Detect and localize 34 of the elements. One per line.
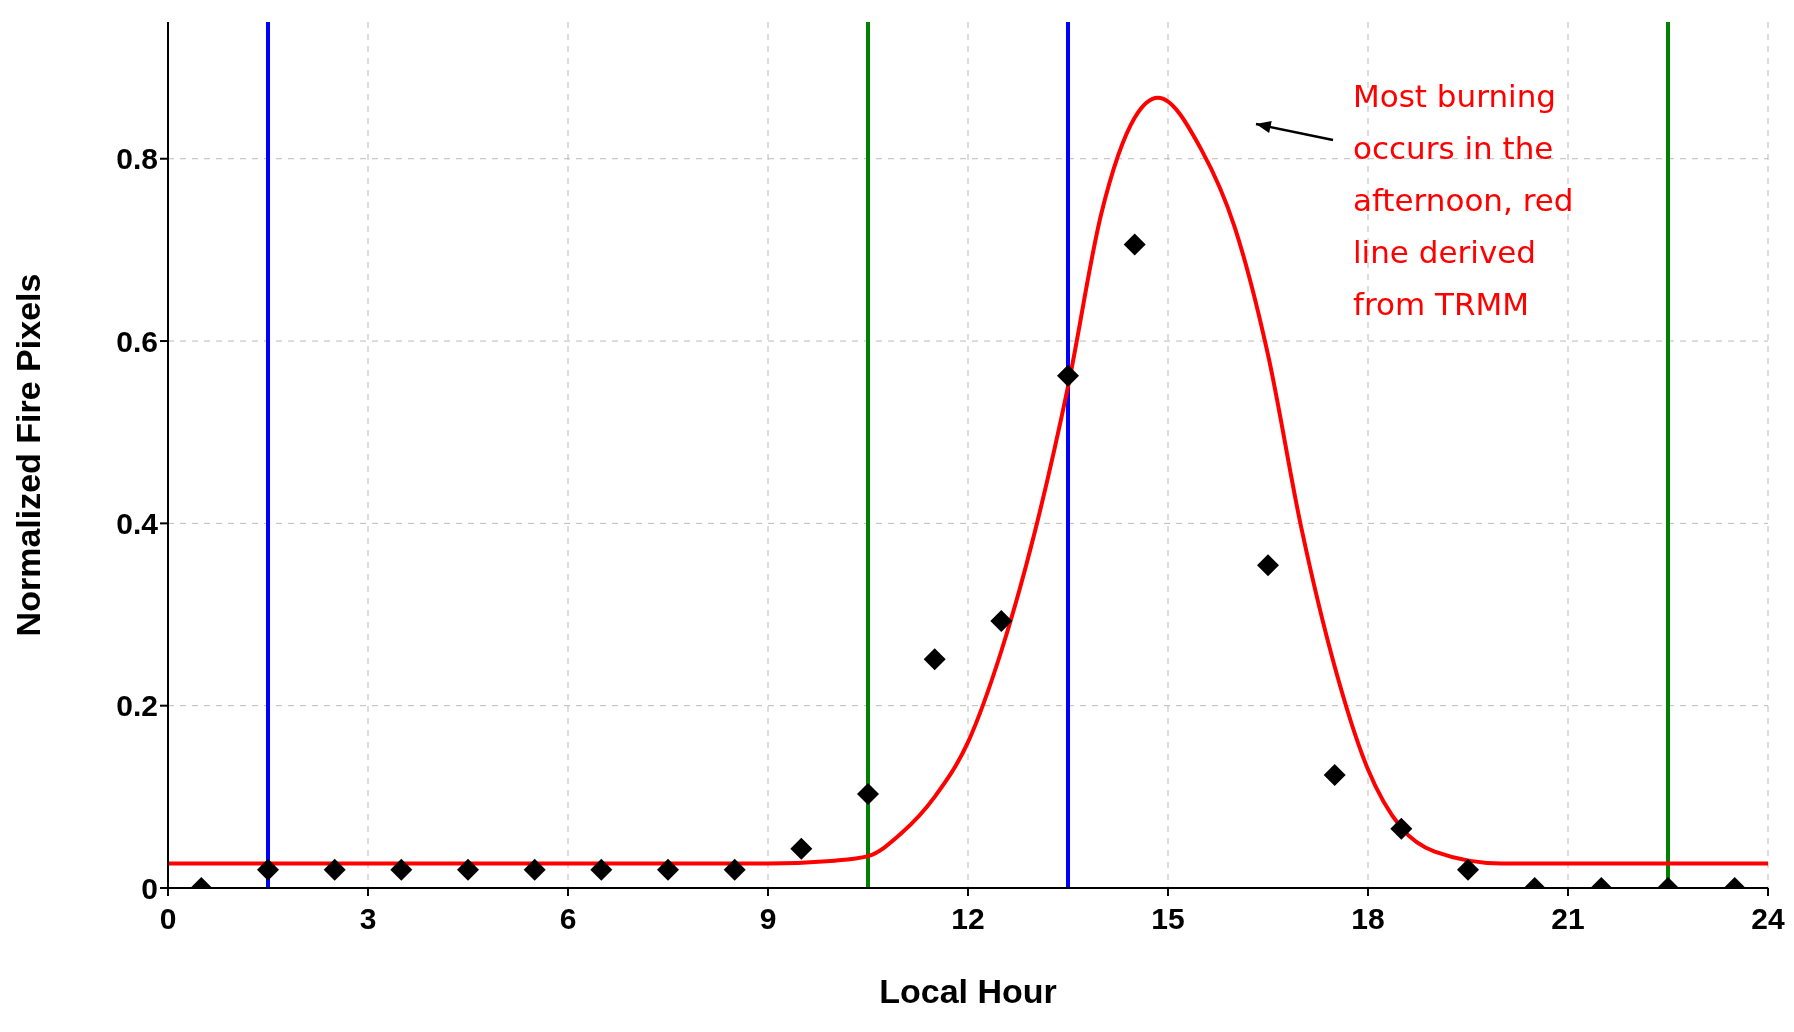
x-tick-label: 24 — [1751, 902, 1785, 936]
point — [323, 858, 346, 881]
point — [590, 858, 613, 881]
annotation: Most burning occurs in the afternoon, red line derived from TRMM — [1353, 77, 1575, 324]
point — [1257, 554, 1279, 577]
point — [390, 858, 413, 881]
x-tick-label: 3 — [359, 902, 377, 936]
x-tick-label: 6 — [559, 902, 577, 936]
point — [723, 858, 746, 881]
x-tick-label: 9 — [759, 902, 777, 936]
point — [1457, 858, 1479, 881]
x-axis-title: Local Hour — [879, 972, 1057, 1010]
y-tick-label: 0.8 — [116, 142, 158, 176]
y-tick-label: 0.4 — [116, 507, 159, 541]
point — [1323, 763, 1346, 786]
x-tick-label: 21 — [1551, 902, 1585, 936]
point — [457, 858, 479, 881]
point — [857, 783, 879, 806]
y-tick-label: 0.6 — [116, 324, 158, 358]
x-tick-label: 18 — [1351, 902, 1385, 936]
point — [1057, 364, 1079, 387]
x-tick-label: 12 — [951, 902, 985, 936]
point — [923, 648, 946, 671]
y-tick-label: 0 — [141, 871, 158, 905]
point — [1390, 817, 1413, 840]
point — [1123, 233, 1146, 256]
point — [523, 858, 546, 881]
point — [790, 837, 813, 860]
point — [990, 609, 1013, 632]
point — [257, 858, 279, 881]
point — [657, 858, 679, 881]
y-axis-title: Normalized Fire Pixels — [9, 273, 48, 637]
y-tick-label: 0.2 — [116, 689, 158, 723]
x-tick-label: 15 — [1151, 902, 1185, 936]
